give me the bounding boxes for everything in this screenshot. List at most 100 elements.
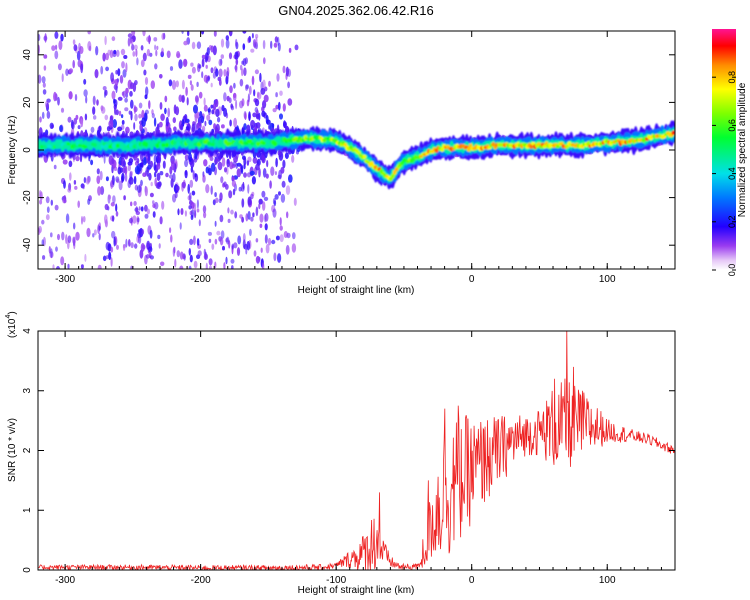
heatmap-noise-cell xyxy=(122,243,126,252)
heatmap-noise-cell xyxy=(42,89,47,95)
heatmap-clump-cell xyxy=(231,176,235,182)
heatmap-noise-cell xyxy=(281,180,286,188)
heatmap-clump-cell xyxy=(148,172,152,181)
heatmap-noise-cell xyxy=(148,100,151,110)
heatmap-noise-cell xyxy=(279,234,284,243)
heatmap-ridge-cell xyxy=(92,142,97,148)
heatmap-noise-cell xyxy=(97,186,102,196)
heatmap-noise-cell xyxy=(185,86,188,96)
heatmap-noise-cell xyxy=(286,232,291,239)
heatmap-clump-cell xyxy=(170,178,174,188)
heatmap-noise-cell xyxy=(142,244,146,250)
heatmap-noise-cell xyxy=(39,116,42,123)
heatmap-noise-cell xyxy=(225,39,230,49)
heatmap-noise-cell xyxy=(231,163,236,169)
heatmap-noise-cell xyxy=(279,217,282,226)
heatmap-clump-cell xyxy=(261,110,266,117)
heatmap-noise-cell xyxy=(86,227,91,238)
heatmap-noise-cell xyxy=(133,201,137,206)
heatmap-noise-cell xyxy=(226,95,230,102)
heatmap-clump-cell xyxy=(68,160,73,168)
heatmap-ridge-cell xyxy=(144,141,149,148)
heatmap-clump-cell xyxy=(215,123,220,133)
y-tick-label: -20 xyxy=(22,190,33,205)
heatmap-ridge-cell xyxy=(261,141,266,146)
heatmap-noise-cell xyxy=(223,262,226,269)
heatmap-noise-cell xyxy=(247,210,251,220)
heatmap-noise-cell xyxy=(179,222,182,230)
heatmap-noise-cell xyxy=(54,31,59,39)
heatmap-noise-cell xyxy=(271,239,276,245)
heatmap-clump-cell xyxy=(258,167,261,178)
heatmap-noise-cell xyxy=(170,234,173,243)
heatmap-noise-cell xyxy=(127,37,131,47)
heatmap-clump-cell xyxy=(224,167,227,173)
heatmap-noise-cell xyxy=(121,91,125,96)
heatmap-noise-cell xyxy=(122,69,127,78)
heatmap-clump-cell xyxy=(117,166,122,175)
heatmap-noise-cell xyxy=(176,51,181,59)
heatmap-clump-cell xyxy=(153,117,157,127)
heatmap-noise-cell xyxy=(49,122,54,129)
heatmap-noise-cell xyxy=(153,37,158,42)
heatmap-clump-cell xyxy=(188,152,193,162)
heatmap-clump-cell xyxy=(210,104,214,109)
heatmap-noise-cell xyxy=(248,85,252,95)
x-tick-label: -300 xyxy=(55,274,75,285)
heatmap-clump-cell xyxy=(252,112,257,118)
heatmap-noise-cell xyxy=(154,63,158,70)
heatmap-noise-cell xyxy=(134,243,138,249)
heatmap-noise-cell xyxy=(255,37,258,45)
heatmap-clump-cell xyxy=(112,119,117,128)
heatmap-noise-cell xyxy=(53,164,57,170)
heatmap-noise-cell xyxy=(291,243,297,253)
heatmap-noise-cell xyxy=(135,210,140,216)
heatmap-noise-cell xyxy=(276,73,280,82)
heatmap-noise-cell xyxy=(80,118,84,128)
heatmap-noise-cell xyxy=(208,238,212,243)
heatmap-noise-cell xyxy=(161,47,164,56)
heatmap-ridge-cell xyxy=(165,142,169,148)
heatmap-noise-cell xyxy=(235,99,238,110)
heatmap-noise-cell xyxy=(264,223,268,231)
heatmap-noise-cell xyxy=(236,247,241,256)
heatmap-ridge-cell xyxy=(55,143,59,149)
heatmap-noise-cell xyxy=(243,172,247,178)
heatmap-clump-cell xyxy=(221,104,225,112)
heatmap-noise-cell xyxy=(144,213,149,219)
heatmap-noise-cell xyxy=(196,41,202,49)
heatmap-noise-cell xyxy=(234,64,238,73)
heatmap-clump-cell xyxy=(252,157,258,164)
heatmap-clump-cell xyxy=(288,174,293,183)
heatmap-noise-cell xyxy=(108,251,112,261)
heatmap-noise-cell xyxy=(205,184,210,194)
heatmap-noise-cell xyxy=(150,80,155,89)
heatmap-noise-cell xyxy=(65,234,68,245)
heatmap-noise-cell xyxy=(38,34,41,41)
y-tick-label: -40 xyxy=(22,238,33,253)
heatmap-noise-cell xyxy=(72,236,77,245)
heatmap-noise-cell xyxy=(233,82,236,89)
heatmap-clump-cell xyxy=(278,101,281,111)
heatmap-noise-cell xyxy=(247,184,250,194)
heatmap-noise-cell xyxy=(50,232,53,238)
heatmap-noise-cell xyxy=(181,79,185,90)
x-tick-label: 0 xyxy=(469,274,475,285)
heatmap-noise-cell xyxy=(189,210,193,216)
heatmap-noise-cell xyxy=(158,243,161,249)
heatmap-ridge-cell xyxy=(185,139,190,144)
heatmap-clump-cell xyxy=(236,168,241,178)
heatmap-noise-cell xyxy=(287,68,292,78)
heatmap-noise-cell xyxy=(72,59,75,69)
heatmap-noise-cell xyxy=(111,215,115,222)
scale-factor-base: (x10 xyxy=(7,318,18,338)
heatmap-noise-cell xyxy=(278,191,281,196)
heatmap-noise-cell xyxy=(136,57,139,66)
heatmap-noise-cell xyxy=(205,64,208,69)
heatmap-noise-cell xyxy=(150,181,153,187)
heatmap-clump-cell xyxy=(172,117,176,124)
heatmap-noise-cell xyxy=(184,159,189,168)
heatmap-noise-cell xyxy=(85,177,90,185)
heatmap-ridge-cell xyxy=(273,141,278,147)
heatmap-clump-cell xyxy=(260,87,266,95)
